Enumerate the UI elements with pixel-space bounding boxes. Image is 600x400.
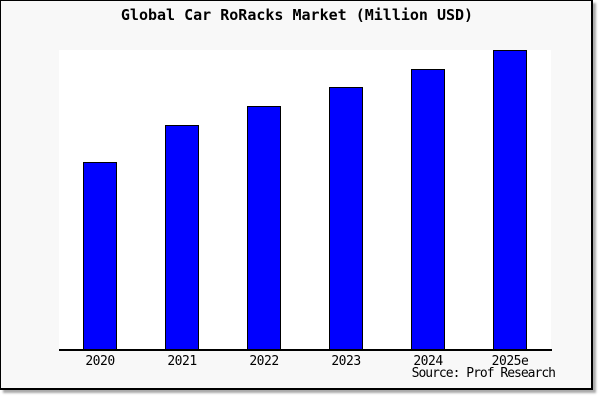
bar-slot [305,50,387,350]
source-note: Source: Prof Research [411,366,556,381]
x-tick-label-2025e: 2025e [491,354,529,369]
plot-area [59,50,551,350]
bars [59,50,551,350]
x-tick-label-2021: 2021 [167,354,197,369]
x-axis-line [59,349,552,351]
chart-title: Global Car RoRacks Market (Million USD) [120,6,474,24]
bar-slot [223,50,305,350]
bar-2024 [411,69,445,350]
x-tick-label-2023: 2023 [331,354,361,369]
x-axis-labels: 2020 2021 2022 2023 2024 2025e [59,354,551,369]
x-tick-label-2024: 2024 [413,354,443,369]
bar-2025e [493,50,527,350]
x-tick-label-2020: 2020 [85,354,115,369]
bar-2020 [83,162,117,350]
bar-2022 [247,106,281,350]
bar-slot [59,50,141,350]
bar-2021 [165,125,199,350]
bar-slot [469,50,551,350]
x-tick-label-2022: 2022 [249,354,279,369]
bar-2023 [329,87,363,350]
bar-slot [141,50,223,350]
bar-slot [387,50,469,350]
